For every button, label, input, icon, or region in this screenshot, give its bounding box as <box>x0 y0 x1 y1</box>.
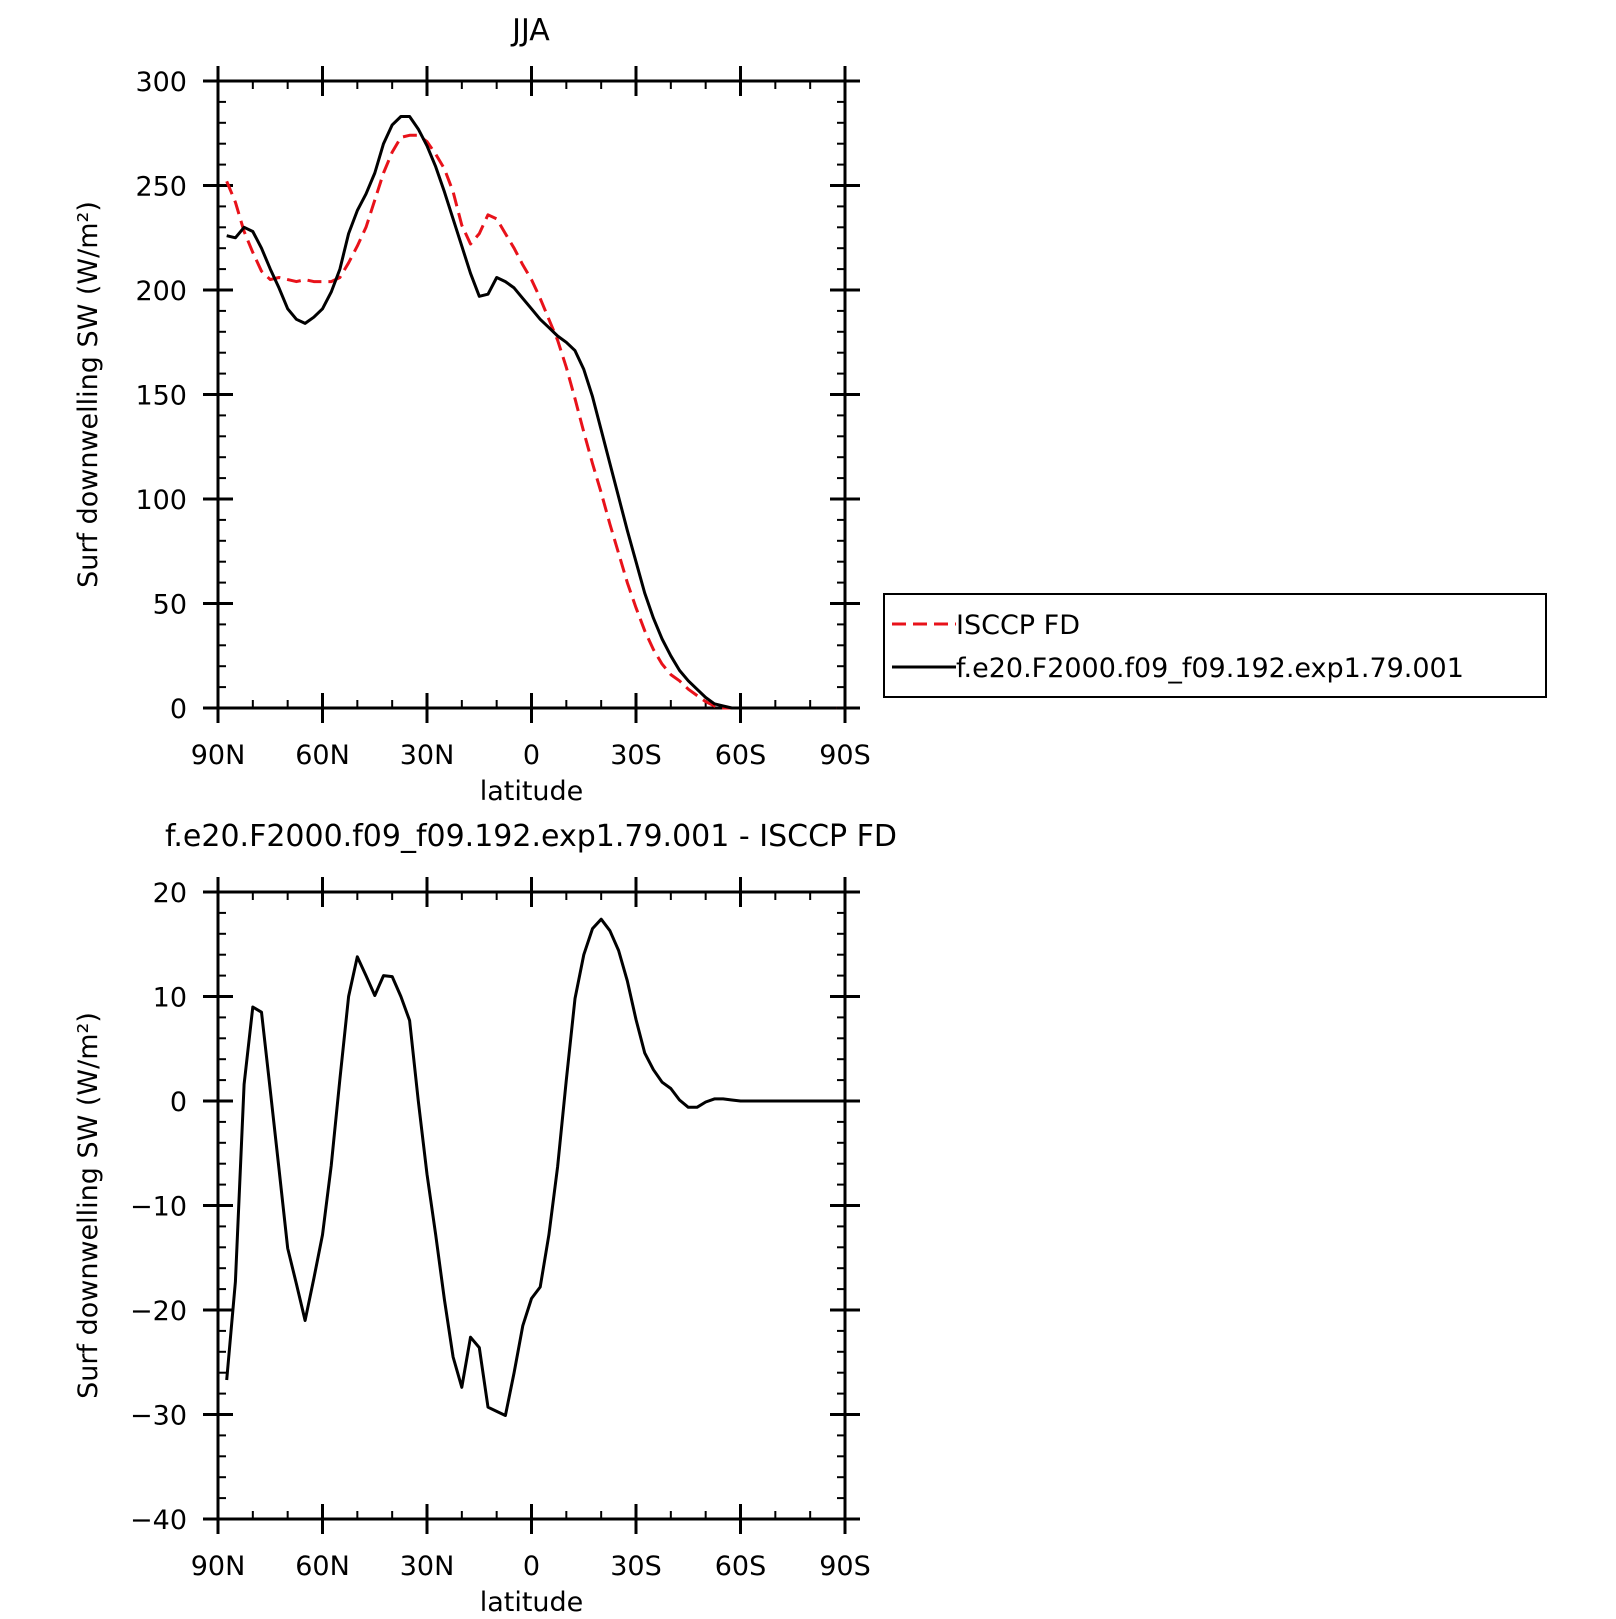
y-tick-label: −40 <box>130 1505 187 1536</box>
x-tick-label: 0 <box>523 740 540 771</box>
x-tick-label: 90S <box>819 740 871 771</box>
x-tick-label: 90N <box>191 740 246 771</box>
legend: ISCCP FD f.e20.F2000.f09_f09.192.exp1.79.… <box>883 593 1547 698</box>
bottom-panel: 90N 60N 30N 0 30S 60S 90S −40 −30 −20 −10 0 10 20 f.e2… <box>73 819 897 1618</box>
x-axis-label: latitude <box>480 1587 584 1618</box>
y-tick-label: 150 <box>135 381 187 412</box>
y-tick-label: 0 <box>170 694 187 725</box>
x-tick-label: 60S <box>715 1551 767 1582</box>
y-tick-label: −20 <box>130 1296 187 1327</box>
y-tick-label: 250 <box>135 172 187 203</box>
series-line-isccp <box>225 133 837 710</box>
y-tick-label: −30 <box>130 1401 187 1432</box>
chart-title: f.e20.F2000.f09_f09.192.exp1.79.001 - IS… <box>165 819 897 854</box>
y-tick-label: 300 <box>135 67 187 98</box>
legend-label: f.e20.F2000.f09_f09.192.exp1.79.001 <box>956 653 1464 684</box>
plot-frame <box>216 79 847 710</box>
x-tick-label: 60S <box>715 740 767 771</box>
plot-frame <box>216 890 847 1521</box>
y-tick-label: 50 <box>153 590 187 621</box>
series-line-model <box>225 917 837 1417</box>
y-tick-label: 100 <box>135 485 187 516</box>
x-tick-label: 60N <box>295 1551 350 1582</box>
x-tick-label: 60N <box>295 740 350 771</box>
chart-title: JJA <box>510 13 550 48</box>
y-tick-label: 200 <box>135 276 187 307</box>
y-tick-label: 20 <box>153 878 187 909</box>
x-tick-label: 30N <box>400 740 455 771</box>
x-tick-label: 0 <box>523 1551 540 1582</box>
x-tick-label: 30S <box>610 1551 662 1582</box>
legend-box <box>883 593 1547 698</box>
x-tick-label: 90S <box>819 1551 871 1582</box>
x-tick-label: 30S <box>610 740 662 771</box>
top-panel: 90N 60N 30N 0 30S 60S 90S 0 50 100 150 200 250 300 JJA… <box>73 13 871 807</box>
x-tick-label: 90N <box>191 1551 246 1582</box>
series-line-model <box>226 115 837 710</box>
y-axis-label: Surf downwelling SW (W/m²) <box>73 201 104 588</box>
y-tick-label: 0 <box>170 1087 187 1118</box>
y-axis-label: Surf downwelling SW (W/m²) <box>73 1012 104 1399</box>
x-tick-label: 30N <box>400 1551 455 1582</box>
legend-label: ISCCP FD <box>956 610 1080 641</box>
y-tick-label: −10 <box>130 1192 187 1223</box>
y-tick-label: 10 <box>153 983 187 1014</box>
x-axis-label: latitude <box>480 776 584 807</box>
